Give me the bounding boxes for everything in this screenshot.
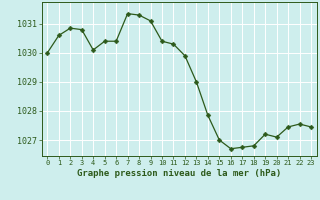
X-axis label: Graphe pression niveau de la mer (hPa): Graphe pression niveau de la mer (hPa)	[77, 169, 281, 178]
